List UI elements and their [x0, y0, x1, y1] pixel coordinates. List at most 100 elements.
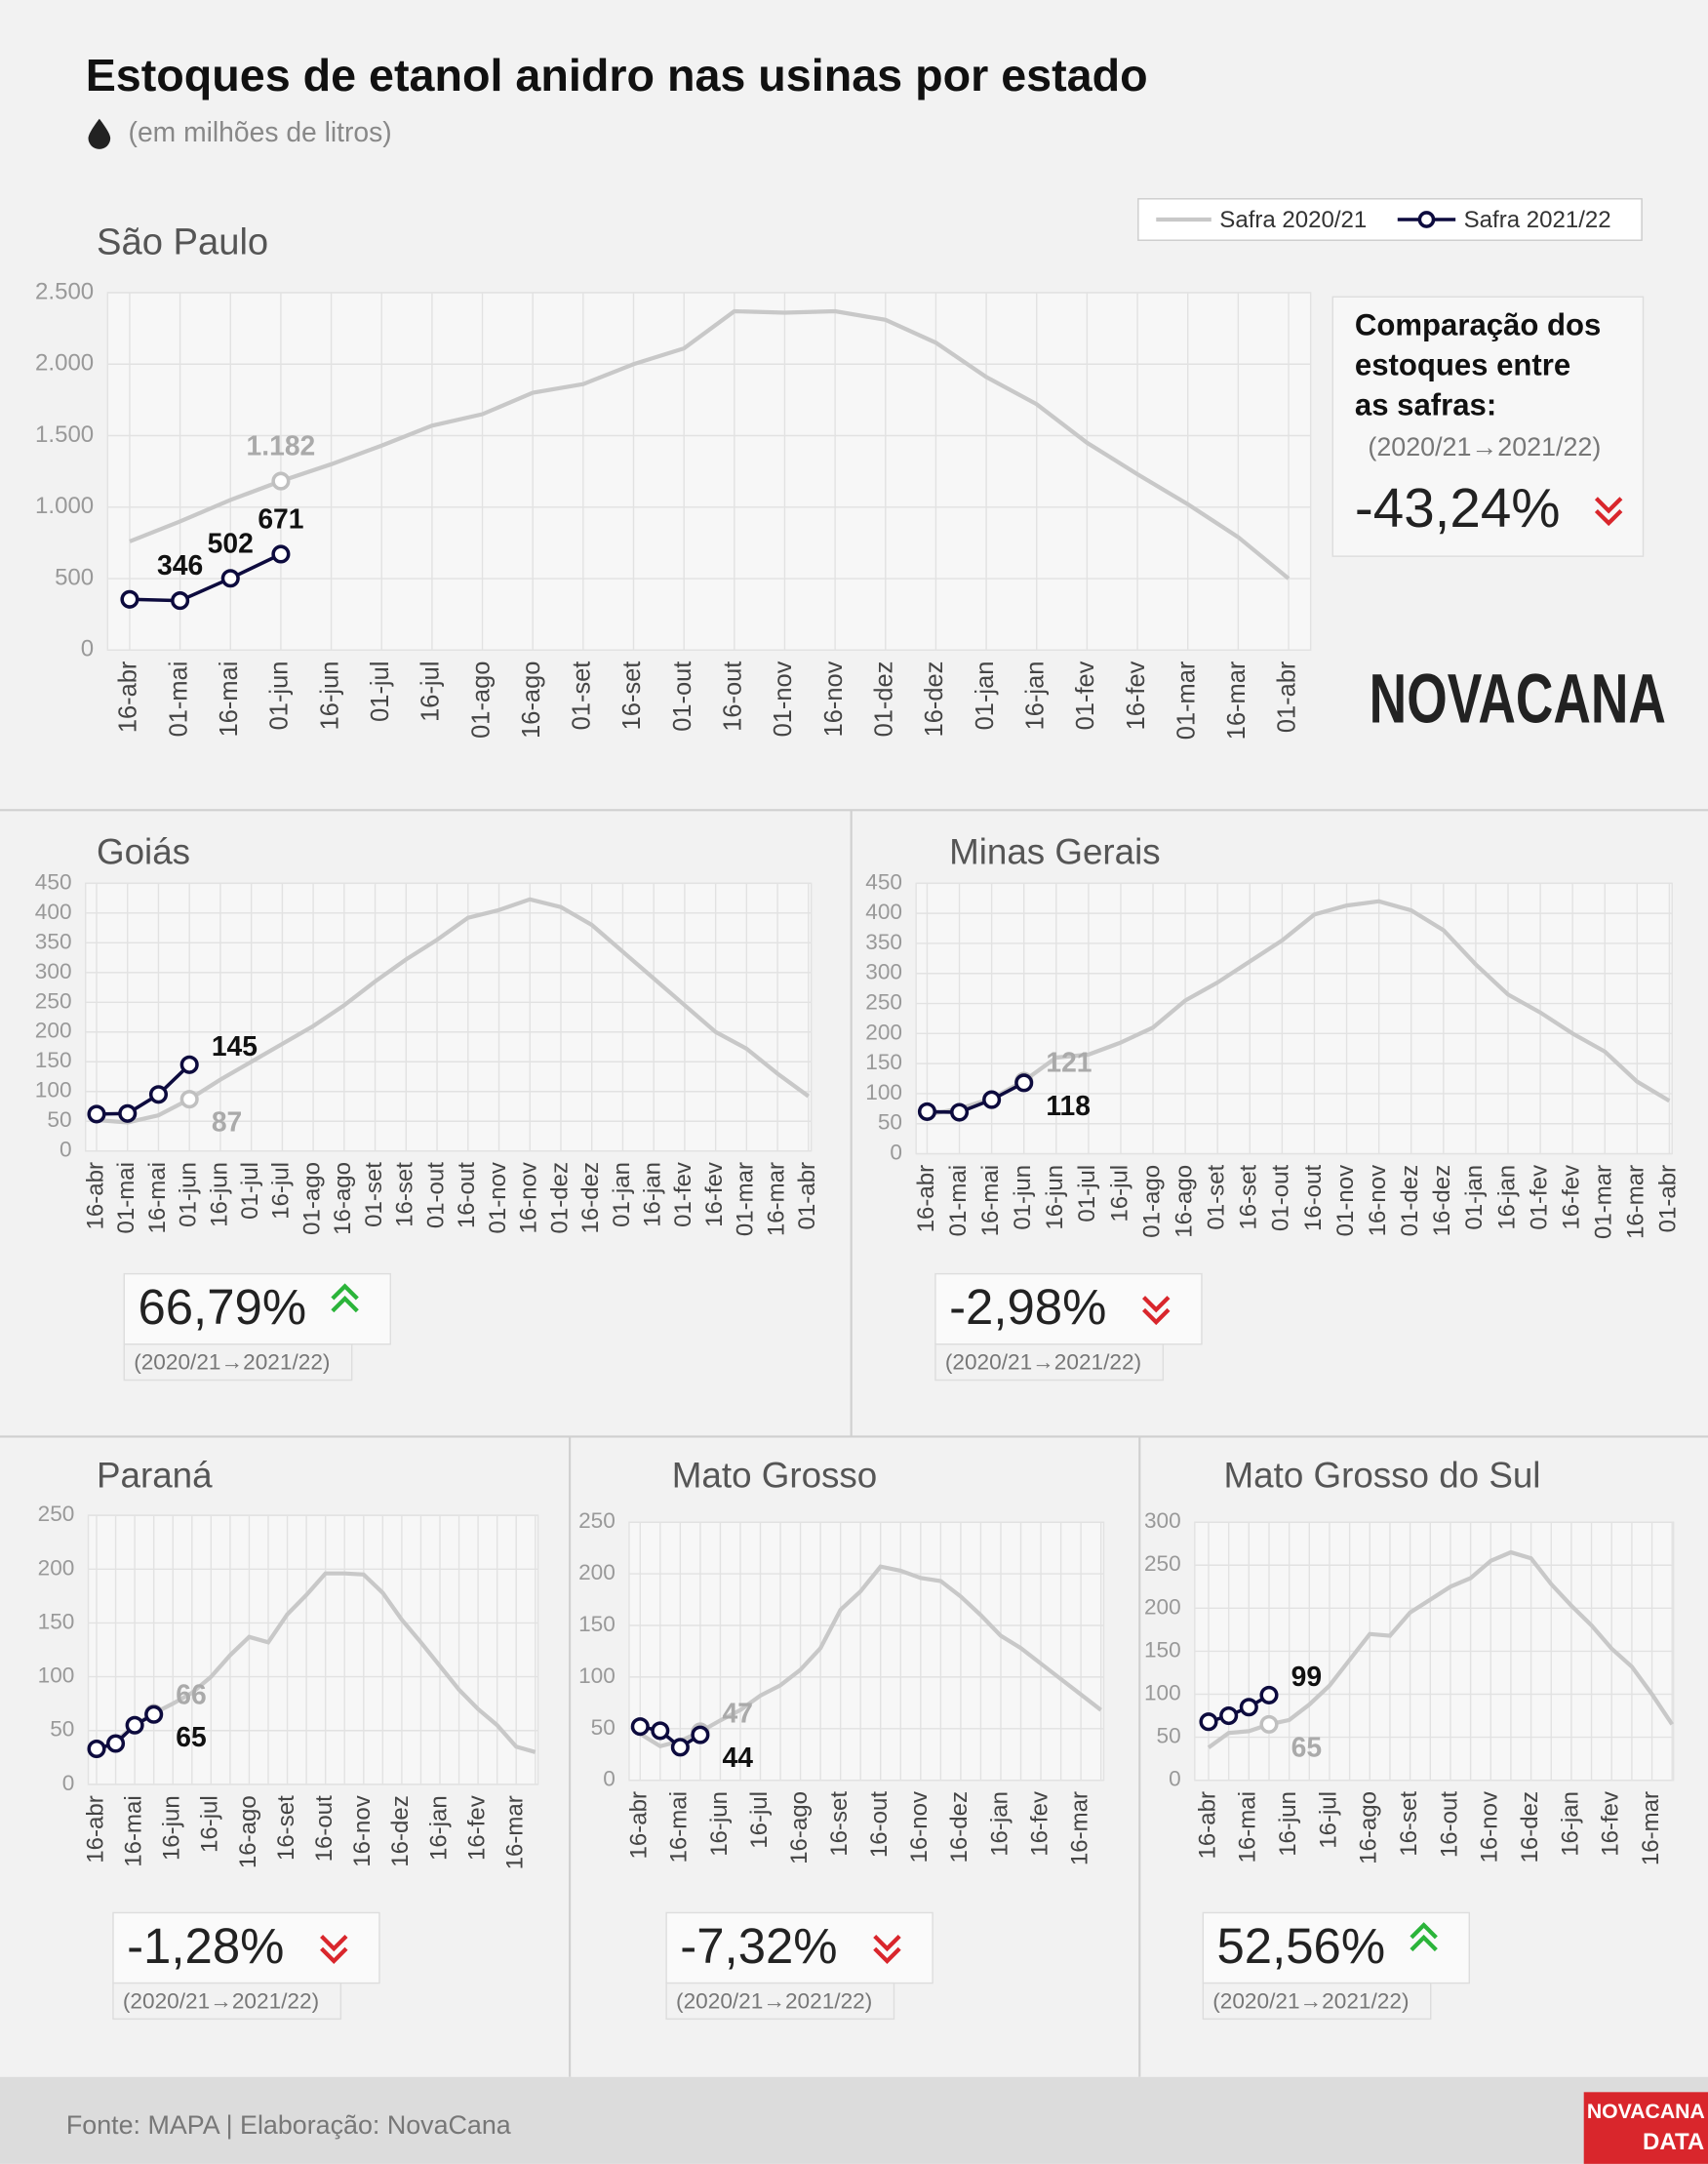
x-tick-label: 16-jun [1042, 1165, 1068, 1230]
point [179, 1055, 199, 1074]
y-tick-label: 100 [865, 1080, 902, 1104]
x-tick-label: 01-jan [609, 1162, 635, 1227]
y-tick-label: 50 [1157, 1724, 1181, 1748]
x-tick-label: 16-set [826, 1791, 853, 1857]
x-tick-label: 16-mar [1066, 1791, 1092, 1865]
x-tick-label: 16-fev [463, 1795, 490, 1861]
x-tick-label: 01-jun [176, 1162, 202, 1227]
point [1239, 1698, 1258, 1717]
comparison-label-box [123, 1343, 353, 1382]
x-tick-label: 01-set [361, 1162, 387, 1227]
x-tick-label: 01-out [422, 1162, 449, 1228]
y-tick-label: 350 [865, 930, 902, 954]
point [949, 1102, 970, 1122]
y-tick-label: 250 [865, 990, 902, 1015]
x-tick-label: 16-jul [417, 661, 445, 722]
x-tick-label: 16-fev [1123, 661, 1150, 730]
comparison-label-box [112, 1982, 342, 2021]
data-label: 87 [212, 1106, 242, 1138]
x-tick-label: 01-set [1204, 1165, 1230, 1230]
x-tick-label: 16-set [1236, 1165, 1262, 1230]
x-tick-label: 16-mai [1235, 1791, 1261, 1863]
comparison-label: (2020/21→2021/22) [676, 1988, 872, 2013]
comparison-label: (2020/21→2021/22) [134, 1350, 330, 1375]
trend-arrow [320, 1946, 348, 1964]
point [144, 1704, 164, 1724]
point [670, 1738, 690, 1757]
plot-area [84, 882, 813, 1152]
x-tick-label: 16-abr [626, 1791, 653, 1859]
x-tick-label: 16-jan [1493, 1165, 1520, 1230]
series-line [1208, 1693, 1270, 1724]
chart-title: Minas Gerais [949, 831, 1161, 871]
y-tick-label: 0 [890, 1141, 902, 1165]
x-tick-label: 16-ago [330, 1162, 356, 1235]
x-tick-label: 16-mai [666, 1791, 693, 1863]
series-line [639, 1724, 701, 1749]
series-line [129, 552, 282, 603]
x-tick-label: 16-jun [206, 1162, 232, 1227]
data-label: 65 [1291, 1731, 1322, 1762]
comparison-label-box [665, 1982, 895, 2021]
point [1259, 1714, 1279, 1734]
x-tick-label: 16-mar [763, 1162, 789, 1236]
point [1219, 1706, 1239, 1726]
y-tick-label: 450 [865, 869, 902, 894]
point [1014, 1073, 1034, 1093]
x-tick-label: 01-dez [871, 661, 898, 738]
y-tick-label: 150 [35, 1048, 72, 1072]
x-tick-label: 01-jul [237, 1162, 263, 1220]
drop-icon [88, 118, 111, 149]
comparison-change: -1,28% [127, 1918, 284, 1974]
x-tick-label: 16-jan [1021, 661, 1049, 731]
x-tick-label: 16-jul [746, 1791, 773, 1849]
x-tick-label: 16-dez [1429, 1165, 1455, 1236]
comparison-change: -7,32% [680, 1918, 837, 1974]
x-tick-label: 16-nov [1365, 1165, 1391, 1236]
x-tick-label: 01-mar [1591, 1165, 1617, 1239]
y-tick-label: 0 [603, 1767, 616, 1791]
x-tick-label: 16-abr [913, 1165, 939, 1232]
x-tick-label: 16-mai [144, 1162, 171, 1233]
y-tick-label: 400 [865, 900, 902, 924]
data-label: 145 [212, 1030, 258, 1062]
x-tick-label: 16-mai [216, 661, 243, 738]
x-tick-label: 16-nov [349, 1795, 376, 1866]
series-line [96, 897, 811, 1125]
y-tick-label: 50 [591, 1715, 616, 1740]
x-tick-label: 01-jan [972, 661, 999, 731]
x-tick-label: 01-dez [546, 1162, 573, 1233]
x-tick-label: 16-dez [1517, 1791, 1543, 1863]
x-tick-label: 16-set [1396, 1791, 1422, 1857]
plot-area [87, 1514, 539, 1785]
point [982, 1090, 1002, 1109]
x-tick-label: 01-abr [794, 1162, 820, 1229]
y-tick-label: 100 [578, 1663, 616, 1688]
x-tick-label: 16-dez [946, 1791, 973, 1863]
series-line [96, 1063, 191, 1116]
y-tick-label: 350 [35, 929, 72, 953]
y-tick-label: 400 [35, 900, 72, 924]
y-tick-label: 50 [50, 1717, 74, 1742]
x-tick-label: 16-jan [425, 1795, 452, 1861]
y-tick-label: 250 [1144, 1551, 1181, 1576]
x-tick-label: 16-jun [1275, 1791, 1301, 1857]
y-tick-label: 300 [1144, 1508, 1181, 1533]
y-tick-label: 0 [62, 1771, 75, 1795]
x-tick-label: 01-fev [1526, 1165, 1552, 1230]
y-tick-label: 300 [35, 959, 72, 983]
x-tick-label: 01-abr [1274, 661, 1301, 733]
y-tick-label: 150 [865, 1050, 902, 1074]
y-tick-label: 150 [38, 1609, 75, 1633]
plot-area [915, 882, 1673, 1155]
x-tick-label: 01-ago [298, 1162, 325, 1235]
x-tick-label: 16-fev [1598, 1791, 1624, 1857]
x-tick-label: 16-fev [1558, 1165, 1584, 1230]
x-tick-label: 16-ago [518, 661, 545, 739]
x-tick-label: 16-nov [516, 1162, 542, 1233]
x-tick-label: 01-jun [266, 661, 294, 731]
x-tick-label: 16-out [1300, 1165, 1327, 1231]
x-tick-label: 01-set [569, 661, 596, 731]
